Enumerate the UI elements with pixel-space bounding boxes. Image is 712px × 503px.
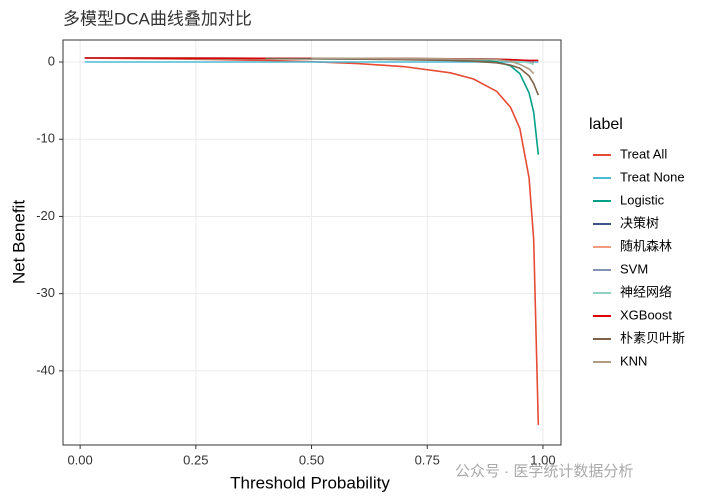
legend-label: 神经网络 — [620, 284, 672, 299]
legend-label: XGBoost — [620, 307, 672, 322]
series-line — [311, 57, 535, 75]
x-tick-label: 0.25 — [183, 452, 208, 467]
y-tick-label: -40 — [36, 362, 55, 377]
series-line — [265, 57, 540, 96]
y-axis-label: Net Benefit — [9, 200, 28, 284]
y-tick-label: -20 — [36, 208, 55, 223]
legend-label: 朴素贝叶斯 — [620, 330, 685, 345]
legend-label: 决策树 — [620, 215, 659, 230]
legend-label: Treat None — [620, 169, 685, 184]
legend-label: Treat All — [620, 146, 667, 161]
legend-label: 随机森林 — [620, 238, 672, 253]
legend-label: Logistic — [620, 192, 665, 207]
x-tick-label: 0.75 — [415, 452, 440, 467]
legend-label: KNN — [620, 353, 647, 368]
x-axis-label: Threshold Probability — [230, 473, 390, 492]
y-tick-label: -30 — [36, 285, 55, 300]
watermark: 公众号 · 医学统计数据分析 — [455, 463, 633, 480]
chart-title: 多模型DCA曲线叠加对比 — [63, 9, 252, 28]
legend-label: SVM — [620, 261, 648, 276]
y-tick-label: 0 — [48, 53, 55, 68]
y-tick-label: -10 — [36, 131, 55, 146]
legend-title: label — [589, 116, 623, 133]
plot-border — [62, 39, 562, 446]
x-tick-label: 1.00 — [530, 452, 555, 467]
x-tick-label: 0.00 — [67, 452, 92, 467]
x-tick-label: 0.50 — [299, 452, 324, 467]
